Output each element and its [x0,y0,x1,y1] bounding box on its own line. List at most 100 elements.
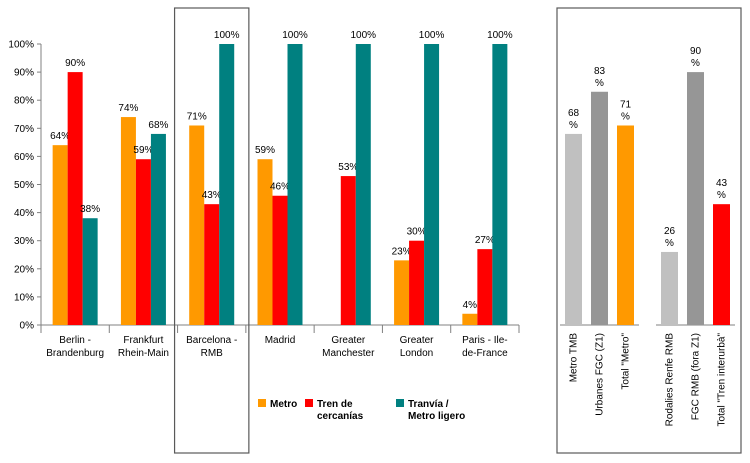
side-category-label: Rodalies Renfe RMB [665,333,676,427]
bar [355,44,371,325]
bar [52,145,68,325]
side-bar [565,133,582,325]
y-tick-label: 10% [14,292,34,303]
data-label: 100% [487,30,513,41]
data-label: 68% [148,120,168,131]
y-tick-label: 80% [14,96,34,107]
side-category-label: FGC RMB (fora Z1) [691,333,702,420]
side-data-percent: % [665,238,674,249]
x-category-label: Barcelona - [186,335,237,346]
data-label: 53% [338,162,358,173]
side-category-label: Metro TMB [569,333,580,383]
data-label: 59% [255,145,275,156]
side-panel-border [556,7,742,454]
bar [287,44,303,325]
side-data-value: 71 [620,99,632,110]
side-data-value: 90 [690,46,702,57]
data-label: 59% [133,145,153,156]
y-tick-label: 0% [20,321,35,332]
legend-label: Tren de [317,399,353,410]
y-tick-label: 50% [14,180,34,191]
x-category-label: Berlin - [59,335,91,346]
data-label: 64% [50,131,70,142]
legend-swatch [258,399,266,407]
bar [340,176,356,325]
bar [394,260,410,325]
x-category-label: Manchester [322,348,375,359]
data-label: 23% [392,246,412,257]
bar [462,313,478,325]
bar [477,249,493,325]
bar [67,72,83,325]
bar [257,159,273,325]
x-category-label: Madrid [265,335,296,346]
side-data-percent: % [569,120,578,131]
side-category-label: Total "Tren interurbà" [717,333,728,427]
main-bar-chart: 0% 10% 20% 30% 40% 50% 60% 70% 80% 90% 100% Berlin … [8,7,520,454]
legend-swatch [305,399,313,407]
data-label: 46% [270,182,290,193]
x-category-label: de-France [462,348,508,359]
data-label: 38% [80,204,100,215]
bar [82,218,98,325]
bar [492,44,508,325]
legend-label: cercanías [317,411,364,422]
legend-label: Tranvía / [408,399,449,410]
legend-label: Metro ligero [408,411,465,422]
y-tick-label: 30% [14,236,34,247]
side-data-value: 43 [716,178,728,189]
highlight-box [173,7,250,454]
x-category-label: Frankfurt [123,335,163,346]
y-tick-label: 100% [8,40,34,51]
x-category-label: London [400,348,433,359]
data-label: 100% [214,30,240,41]
data-label: 100% [282,30,308,41]
side-data-percent: % [691,58,700,69]
x-category-label: RMB [201,348,224,359]
side-bar [661,251,678,325]
data-label: 4% [463,300,478,311]
side-data-value: 68 [568,108,580,119]
side-category-label: Urbanes FGC (Z1) [595,333,606,416]
y-tick-label: 20% [14,264,34,275]
side-data-percent: % [621,111,630,122]
side-data-percent: % [595,78,604,89]
side-category-label: Total "Metro" [621,333,632,390]
side-bar [687,72,704,325]
side-data-value: 26 [664,226,676,237]
bar [189,125,205,326]
data-label: 90% [65,58,85,69]
side-bar-chart: 68% Metro TMB 83% Urbanes FGC (Z1) 71% Total … [556,7,742,454]
x-category-label: Greater [400,335,435,346]
x-category-label: Paris - Ile- [462,335,508,346]
y-tick-label: 90% [14,68,34,79]
y-tick-label: 60% [14,152,34,163]
side-data-percent: % [717,190,726,201]
data-label: 27% [475,235,495,246]
x-category-label: Greater [331,335,366,346]
data-label: 100% [419,30,445,41]
data-label: 100% [350,30,376,41]
legend-label: Metro [270,399,297,410]
y-tick-label: 40% [14,208,34,219]
bar [409,240,425,325]
bar [219,44,235,325]
data-label: 74% [118,103,138,114]
bar [150,133,166,325]
data-label: 30% [407,227,427,238]
x-category-label: Brandenburg [46,348,104,359]
y-tick-label: 70% [14,124,34,135]
data-label: 71% [187,111,207,122]
legend-swatch [396,399,404,407]
bar [272,195,288,325]
x-category-label: Rhein-Main [118,348,169,359]
side-bar [713,204,730,325]
bar [424,44,440,325]
bar [135,159,151,325]
side-bar [591,91,608,326]
bar [204,204,220,325]
bar [120,117,136,325]
side-bar [617,125,634,326]
side-data-value: 83 [594,66,606,77]
